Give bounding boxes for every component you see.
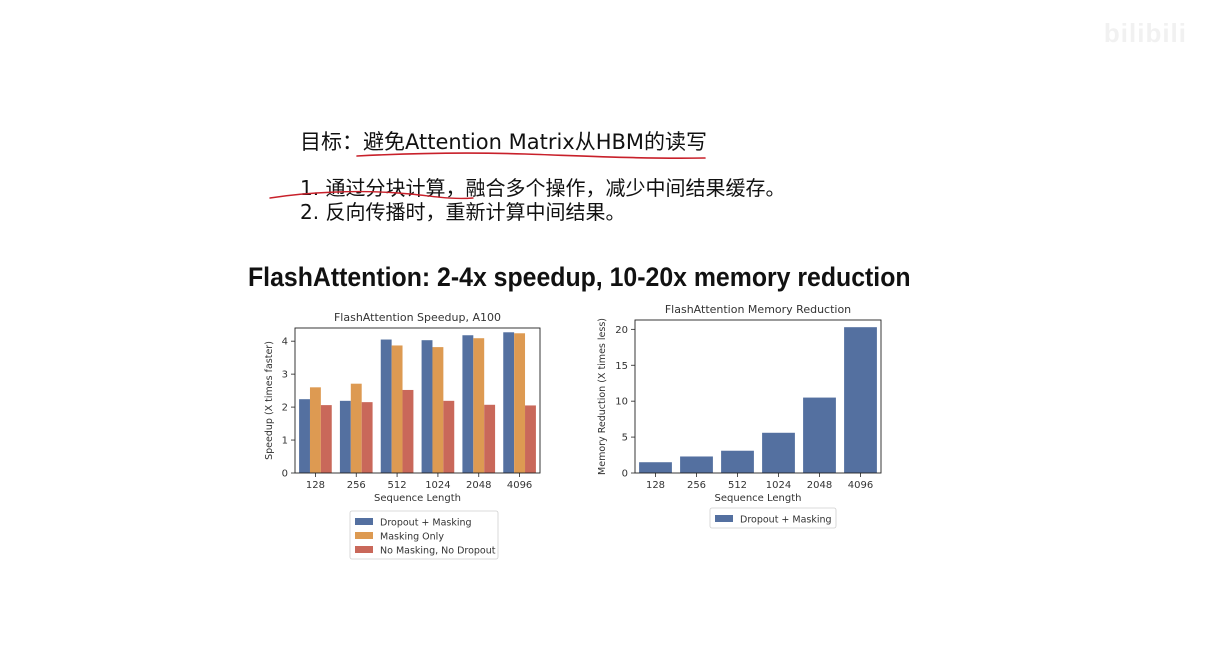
x-tick-label: 4096 <box>507 480 532 491</box>
bar <box>680 456 713 473</box>
chart-title: FlashAttention Speedup, A100 <box>334 311 501 324</box>
y-tick-label: 5 <box>622 433 628 444</box>
x-tick-label: 2048 <box>466 480 491 491</box>
list-item-text: 1. 通过分块计算，融合多个操作，减少中间结果缓存。 <box>300 176 786 200</box>
bar <box>473 338 485 473</box>
legend-swatch <box>355 546 373 553</box>
goal-text: 避免Attention Matrix从HBM的读写 <box>363 130 708 154</box>
figure-title: FlashAttention: 2-4x speedup, 10-20x mem… <box>248 262 911 292</box>
x-tick-label: 256 <box>347 480 366 491</box>
x-tick-label: 512 <box>728 480 747 491</box>
x-tick-label: 1024 <box>425 480 450 491</box>
method-list: 1. 通过分块计算，融合多个操作，减少中间结果缓存。 2. 反向传播时，重新计算… <box>269 176 786 224</box>
bar <box>391 345 403 473</box>
bar <box>339 400 351 473</box>
legend-entry: No Masking, No Dropout <box>380 546 496 557</box>
plot-frame <box>294 327 541 474</box>
bar <box>309 387 321 473</box>
y-tick-label: 20 <box>615 325 628 336</box>
x-tick-label: 128 <box>646 480 665 491</box>
bar <box>380 339 392 473</box>
legend-entry: Dropout + Masking <box>380 518 472 529</box>
goal-label: 目标： <box>300 130 363 154</box>
plot-frame <box>634 319 882 474</box>
bar <box>514 333 526 473</box>
legend-box <box>349 510 499 560</box>
bar <box>462 335 474 473</box>
x-tick-label: 128 <box>306 480 325 491</box>
bar <box>484 404 496 473</box>
legend-entry: Dropout + Masking <box>740 515 832 526</box>
bar <box>421 340 433 473</box>
flashattention-figure: FlashAttention: 2-4x speedup, 10-20x mem… <box>235 258 930 560</box>
bar <box>320 405 332 473</box>
list-item: 1. 通过分块计算，融合多个操作，减少中间结果缓存。 <box>269 176 786 200</box>
bar <box>721 450 754 473</box>
list-item: 2. 反向传播时，重新计算中间结果。 <box>300 200 785 224</box>
list-item-text: 2. 反向传播时，重新计算中间结果。 <box>300 200 626 224</box>
y-axis-label: Speedup (X times faster) <box>264 341 275 460</box>
y-tick-label: 1 <box>282 436 288 447</box>
x-tick-label: 1024 <box>766 480 791 491</box>
legend-swatch <box>355 532 373 539</box>
y-tick-label: 4 <box>282 337 288 348</box>
chart-title: FlashAttention Memory Reduction <box>665 303 851 316</box>
legend-swatch <box>715 515 733 522</box>
speedup-chart: FlashAttention Speedup, A100 0 1 2 3 4 128 256 5… <box>264 311 541 560</box>
x-tick-label: 2048 <box>807 480 832 491</box>
bar <box>803 397 836 473</box>
bar <box>503 332 515 473</box>
bar <box>844 327 877 473</box>
bar <box>350 383 362 473</box>
bar <box>361 402 373 473</box>
y-tick-label: 15 <box>615 361 628 372</box>
legend-entry: Masking Only <box>380 532 444 543</box>
y-tick-label: 0 <box>622 469 628 480</box>
y-tick-label: 3 <box>282 370 288 381</box>
bar <box>299 399 310 473</box>
y-tick-label: 10 <box>615 397 628 408</box>
bilibili-watermark: bilibili <box>1103 18 1187 48</box>
legend-swatch <box>355 518 373 525</box>
memory-chart: FlashAttention Memory Reduction 0 5 10 15 20 1… <box>597 303 882 529</box>
bar <box>443 400 455 473</box>
slide-notes: 目标：避免Attention Matrix从HBM的读写 1. 通过分块计算，融… <box>269 126 786 224</box>
y-tick-label: 2 <box>282 403 288 414</box>
goal-line: 目标：避免Attention Matrix从HBM的读写 <box>300 126 785 159</box>
bar <box>402 389 414 473</box>
bar <box>762 432 795 473</box>
legend-box <box>709 507 837 529</box>
y-tick-label: 0 <box>282 469 288 480</box>
bar <box>432 347 444 473</box>
y-axis-label: Memory Reduction (X times less) <box>597 318 608 475</box>
x-axis-label: Sequence Length <box>715 493 802 504</box>
x-tick-label: 256 <box>687 480 706 491</box>
x-tick-label: 512 <box>388 480 407 491</box>
bar <box>525 405 536 473</box>
bar <box>639 462 672 473</box>
x-tick-label: 4096 <box>848 480 873 491</box>
x-axis-label: Sequence Length <box>374 493 461 504</box>
